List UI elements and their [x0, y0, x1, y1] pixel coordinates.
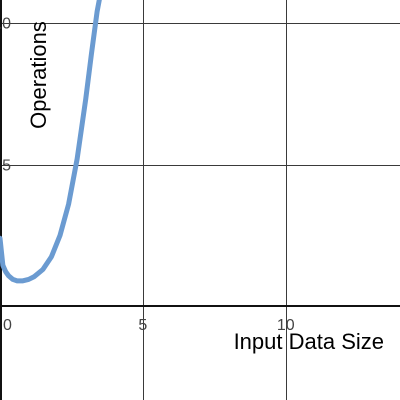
series-layer	[0, 0, 102, 284]
y-tick-label-10: 10	[0, 16, 11, 33]
x-tick-label-0: 0	[3, 317, 12, 334]
x-axis-title: Input Data Size	[234, 329, 384, 354]
series-line-0	[0, 0, 102, 284]
y-axis-title: Operations	[26, 21, 51, 129]
y-tick-label-5: 5	[2, 158, 11, 175]
x-tick-label-10: 10	[277, 317, 295, 334]
tick-labels: 0 5 10 5 10	[0, 16, 295, 334]
x-tick-label-5: 5	[138, 317, 147, 334]
